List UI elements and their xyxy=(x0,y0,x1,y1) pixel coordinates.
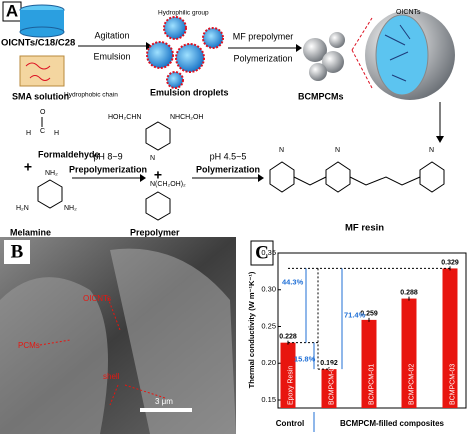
ring xyxy=(145,191,171,221)
atom: N xyxy=(150,155,155,162)
arrow-head xyxy=(296,44,302,52)
label: Emulsion xyxy=(93,51,130,61)
annotation: 15.8% xyxy=(294,355,316,364)
panel-label: B xyxy=(11,241,24,262)
y-tick-label: 0.15 xyxy=(261,395,276,404)
ring xyxy=(37,179,63,209)
beaker xyxy=(19,55,65,87)
cylinder xyxy=(20,10,64,32)
value-label: 0.288 xyxy=(400,289,418,296)
value-label: 0.259 xyxy=(360,311,378,318)
label: SMA solution xyxy=(12,91,69,101)
label: Agitation xyxy=(94,30,129,40)
label: OICNTs xyxy=(396,9,421,16)
group-label: Control xyxy=(276,419,304,428)
resin-chain xyxy=(269,161,445,193)
chain xyxy=(25,62,51,81)
y-tick-label: 0.35 xyxy=(261,248,276,257)
label: BCMPCMs xyxy=(298,91,344,101)
atom: N(CH₂OH)₂ xyxy=(150,181,186,188)
label: pH 4.5~5 xyxy=(210,151,247,161)
atom: O xyxy=(40,109,46,116)
category-label: Epoxy Resin xyxy=(287,366,294,405)
label: MF resin xyxy=(345,223,384,234)
y-tick-label: 0.30 xyxy=(261,285,276,294)
category-label: BCMPCM-03 xyxy=(449,364,456,405)
atom: NH₂ xyxy=(45,170,58,177)
label: PCMs xyxy=(18,341,40,350)
arrow-head xyxy=(436,136,444,143)
label: 3 μm xyxy=(155,397,173,406)
value-label: 0.228 xyxy=(279,334,297,341)
plus: + xyxy=(24,159,32,175)
atom: H xyxy=(54,130,59,137)
structures: O C H H NH₂ H₂N NH₂ HOH₂CHN NHCH₂OH N N(… xyxy=(16,109,445,221)
atom: N xyxy=(429,147,434,154)
annotation: 44.3% xyxy=(282,277,304,286)
droplets xyxy=(146,16,224,89)
y-axis-label: Thermal conductivity (W m⁻¹K⁻¹) xyxy=(247,271,256,388)
value-label: 0.192 xyxy=(320,360,338,367)
label: Emulsion droplets xyxy=(150,87,229,97)
bar xyxy=(321,369,337,408)
ring xyxy=(145,121,171,151)
arrow-head xyxy=(140,174,146,182)
bar xyxy=(361,319,377,408)
label: Prepolymerization xyxy=(69,164,147,174)
panel-label: C xyxy=(255,242,269,263)
category-label: BCMPCM-00 xyxy=(328,364,335,405)
annotation: 71.4% xyxy=(344,310,366,319)
atom: NH₂ xyxy=(64,205,77,212)
nanotubes xyxy=(384,24,411,82)
label: OICNTs/C18/C28 xyxy=(1,38,75,49)
category-label: BCMPCM-01 xyxy=(368,364,375,405)
plus: + xyxy=(154,167,162,183)
bar xyxy=(442,268,458,408)
pointer xyxy=(39,297,166,406)
atom: NHCH₂OH xyxy=(170,114,203,121)
label: Polymerization xyxy=(196,164,260,174)
bar xyxy=(401,298,417,408)
scale-bar xyxy=(140,408,192,412)
label: Polymerization xyxy=(233,53,292,63)
label: Melamine xyxy=(10,227,51,237)
sem-feature xyxy=(0,277,108,434)
category-label: BCMPCM-02 xyxy=(408,364,415,405)
label: shell xyxy=(103,372,120,381)
sem-feature xyxy=(110,248,236,434)
atom: HOH₂CHN xyxy=(108,114,141,121)
label: Formaldehyde xyxy=(38,149,100,159)
label: OICNTs xyxy=(83,294,111,303)
atom: N xyxy=(279,147,284,154)
label: pH 8~9 xyxy=(93,151,122,161)
arrow-head xyxy=(258,174,264,182)
arrow-head xyxy=(146,42,152,50)
atom: H xyxy=(26,130,31,137)
bar xyxy=(280,342,296,408)
atom: N xyxy=(335,147,340,154)
label: Prepolymer xyxy=(130,227,180,237)
label: Hydrophobic chain xyxy=(64,92,118,99)
y-tick-label: 0.25 xyxy=(261,321,276,330)
y-tick-label: 0.20 xyxy=(261,358,276,367)
label: Hydrophilic group xyxy=(158,10,209,17)
capsules xyxy=(303,32,345,81)
cylinder xyxy=(19,26,65,38)
panel-box xyxy=(4,240,30,264)
group-label: BCMPCM-filled composites xyxy=(340,419,445,428)
atom: H₂N xyxy=(16,205,29,212)
label: MF prepolymer xyxy=(233,31,294,41)
zoom-line xyxy=(351,17,373,89)
panel-label: A xyxy=(6,1,18,20)
value-label: 0.329 xyxy=(441,259,459,266)
atom: C xyxy=(40,128,45,135)
panel-box xyxy=(250,240,274,266)
